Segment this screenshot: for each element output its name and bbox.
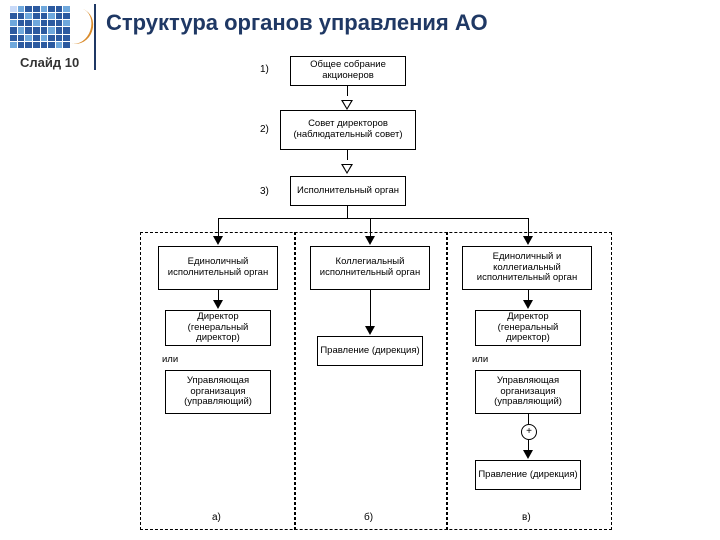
box-general-meeting: Общее собрание акционеров [290, 56, 406, 86]
dashed-separator [294, 232, 296, 530]
col-b-box-board: Правление (дирекция) [317, 336, 423, 366]
level-num-3: 3) [260, 186, 269, 197]
level-num-1: 1) [260, 64, 269, 75]
org-structure-diagram: 1) Общее собрание акционеров 2) Совет ди… [140, 52, 620, 532]
connector [347, 206, 348, 218]
col-c-letter: в) [522, 512, 531, 523]
col-a-header: Единоличный исполнительный орган [158, 246, 278, 290]
col-a-letter: а) [212, 512, 221, 523]
arrow-down-icon [523, 300, 533, 309]
connector [528, 290, 529, 300]
col-a-box-director: Директор (генеральный директор) [165, 310, 271, 346]
connector [347, 150, 348, 160]
box-board-of-directors: Совет директоров (наблюдательный совет) [280, 110, 416, 150]
col-c-box-director: Директор (генеральный директор) [475, 310, 581, 346]
arrow-down-icon [523, 450, 533, 459]
slide: Структура органов управления АО Слайд 10… [0, 0, 720, 540]
col-b-header: Коллегиальный исполнительный орган [310, 246, 430, 290]
col-c-header: Единоличный и коллегиальный исполнительн… [462, 246, 592, 290]
page-title: Структура органов управления АО [106, 10, 488, 36]
arrow-down-icon [342, 166, 352, 175]
dashed-separator [446, 232, 448, 530]
arrow-down-icon [365, 326, 375, 335]
arrow-down-icon [213, 300, 223, 309]
col-c-box-managing-org: Управляющая организация (управляющий) [475, 370, 581, 414]
col-a-or-label: или [162, 354, 178, 365]
col-a-box-managing-org: Управляющая организация (управляющий) [165, 370, 271, 414]
box-executive-body: Исполнительный орган [290, 176, 406, 206]
logo [10, 6, 85, 48]
connector [218, 290, 219, 300]
connector [347, 86, 348, 96]
slide-number: Слайд 10 [20, 55, 79, 70]
connector [528, 414, 529, 424]
connector [218, 218, 528, 219]
connector [528, 440, 529, 450]
title-separator [94, 4, 96, 70]
plus-circle-icon: + [521, 424, 537, 440]
col-b-letter: б) [364, 512, 373, 523]
level-num-2: 2) [260, 124, 269, 135]
col-c-box-board: Правление (дирекция) [475, 460, 581, 490]
col-c-or-label: или [472, 354, 488, 365]
connector [370, 290, 371, 326]
